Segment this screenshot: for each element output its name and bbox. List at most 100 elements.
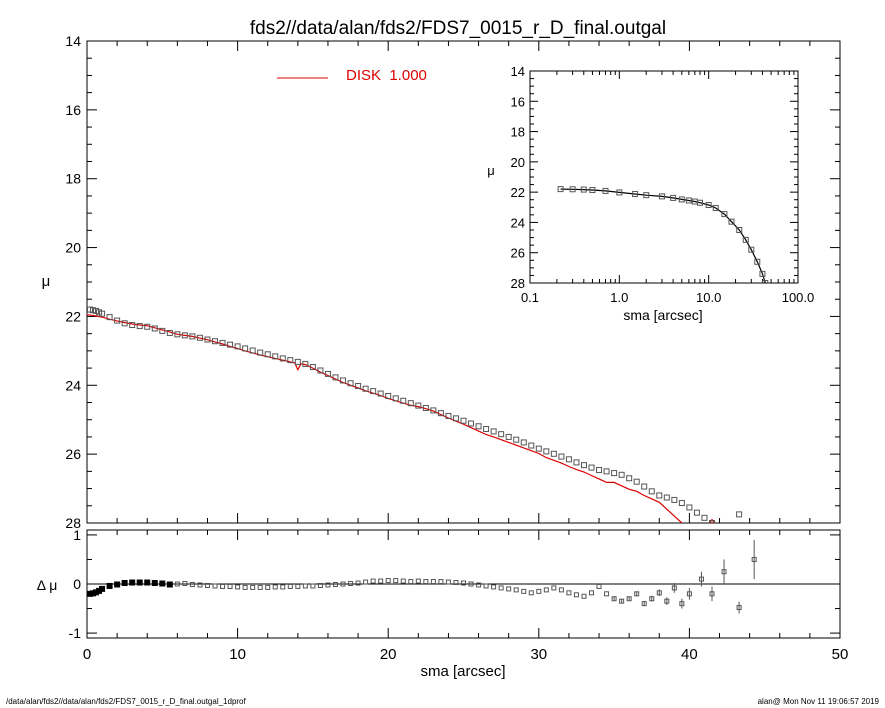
residual-point [272,584,278,590]
residual-point [174,581,180,587]
residual-point [445,579,451,585]
residual-point [483,583,489,589]
inset-data-point [697,199,704,206]
residual-point [649,596,655,602]
residual-point [378,578,384,584]
residual-point [634,591,640,597]
residual-x-tick-label: 10 [229,646,246,663]
data-point [96,309,103,316]
data-point [543,448,550,455]
data-point [407,400,414,407]
residual-point [656,590,662,596]
data-point [347,380,354,387]
residual-point [355,580,361,586]
data-point [332,374,339,381]
inset-y-tick-label: 26 [511,246,525,261]
residual-x-tick-label: 0 [83,646,91,663]
main-y-tick-label: 20 [65,240,81,256]
residual-point [393,578,399,584]
data-point [437,410,444,417]
data-point [136,323,143,330]
inset-data-point [762,280,769,283]
main-y-tick-labels: 14 16 18 20 22 24 26 28 [65,33,81,531]
residual-point [671,585,677,591]
data-point [114,317,121,324]
residual-point [626,596,632,602]
residual-point [686,591,692,597]
data-point [611,470,618,477]
residual-point [400,578,406,584]
inset-data-point [678,196,685,203]
data-point [340,377,347,384]
data-point [535,445,542,452]
residual-point [310,583,316,589]
inset-data-point [685,197,692,204]
data-point [181,332,188,339]
inset-data-point [569,186,576,193]
data-point [520,439,527,446]
data-point [87,306,94,313]
inset-data-point [616,189,623,196]
inset-y-axis-label: μ [487,163,495,178]
inset-y-tick-labels: 14 16 18 20 22 24 26 28 [511,64,525,291]
inset-data-point [705,202,712,209]
main-panel: 14 16 18 20 22 24 26 28 μ DISK 1.000 [42,33,841,531]
data-point [708,520,715,523]
inset-ticks [529,70,799,284]
data-point [324,370,331,377]
residual-point [536,588,542,594]
data-point [588,464,595,471]
residual-point [212,583,218,589]
residual-x-axis-label: sma [arcsec] [420,663,505,680]
residual-point [664,598,670,604]
residual-point [182,581,188,587]
residual-point [581,593,587,599]
data-point [693,509,700,516]
inset-data-point [748,246,755,253]
inset-y-tick-label: 14 [511,64,525,79]
inset-x-tick-label: 0.1 [521,290,539,305]
data-point [452,415,459,422]
data-point [385,392,392,399]
residual-point [280,584,286,590]
data-point [370,388,377,395]
data-point [528,442,535,449]
residual-point [106,582,113,589]
residual-point [453,580,459,586]
data-point [204,336,211,343]
data-point [468,420,475,427]
residual-point [408,579,414,585]
data-point [392,395,399,402]
data-point [475,423,482,430]
inset-data-point [557,186,564,193]
residual-point [611,596,617,602]
inset-data-point [589,187,596,194]
residual-point [573,592,579,598]
data-point [558,453,565,460]
main-y-tick-label: 28 [65,515,81,531]
inset-y-tick-label: 16 [511,94,525,109]
data-point [294,358,301,365]
residual-point [751,556,757,562]
residual-point [332,581,338,587]
residual-x-tick-label: 30 [530,646,547,663]
data-point [189,333,196,340]
inset-y-tick-label: 24 [511,215,525,230]
residual-point [257,584,263,590]
residual-y-tick-label: 0 [73,576,81,592]
data-point [678,500,685,507]
data-point [196,334,203,341]
residual-point [619,598,625,604]
main-y-tick-label: 26 [65,446,81,462]
chart-title: fds2//data/alan/fds2/FDS7_0015_r_D_final… [250,18,666,39]
data-point [234,343,241,350]
data-point [663,494,670,501]
residual-series-layer [87,539,757,614]
data-point [701,514,708,521]
residual-point [589,590,595,596]
data-point [121,320,128,327]
inset-data-point [580,186,587,193]
data-point [362,385,369,392]
residual-point [363,579,369,585]
data-point [565,456,572,463]
